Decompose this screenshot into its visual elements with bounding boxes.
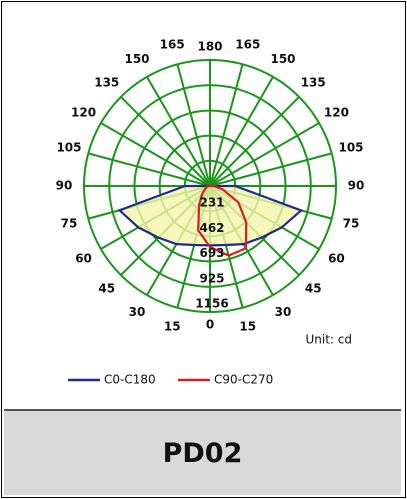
- r-tick-label: 231: [199, 196, 224, 210]
- grid-spoke: [120, 96, 211, 187]
- r-tick-label: 925: [199, 271, 224, 285]
- legend-label: C0-C180: [104, 373, 156, 387]
- angle-label: 75: [343, 216, 360, 230]
- angle-label: 120: [71, 106, 96, 120]
- grid-spoke: [209, 76, 274, 187]
- angle-label: 120: [324, 106, 349, 120]
- angle-label: 15: [164, 320, 181, 334]
- grid-spoke: [209, 122, 320, 187]
- angle-label: 150: [124, 52, 149, 66]
- r-tick-label: 462: [199, 221, 224, 235]
- grid-spoke: [176, 64, 211, 187]
- legend-label: C90-C270: [214, 373, 273, 387]
- angle-label: 90: [348, 179, 365, 193]
- unit-label: Unit: cd: [306, 333, 353, 347]
- grid-spoke: [209, 64, 244, 187]
- grid-spoke: [100, 122, 211, 187]
- angle-label: 45: [305, 282, 322, 296]
- series-curve: [117, 184, 304, 247]
- chart: 0 15 15 30 30 45 45 60 60 75 75 90 90 105 105 120 120 135…: [56, 37, 365, 387]
- angle-label: 60: [75, 252, 92, 266]
- grid-spoke: [146, 76, 211, 187]
- angle-label: 165: [235, 37, 260, 51]
- grid-spoke: [209, 152, 332, 187]
- angle-label: 30: [129, 305, 146, 319]
- angle-label: 60: [328, 252, 345, 266]
- r-tick-label: 693: [199, 246, 224, 260]
- footer-label: PD02: [4, 409, 401, 495]
- angle-label: 90: [56, 179, 73, 193]
- angle-label: 105: [338, 141, 363, 155]
- angle-label: 75: [61, 216, 78, 230]
- angle-label: 165: [160, 37, 185, 51]
- grid-spoke: [209, 96, 300, 187]
- r-tick-label: 1156: [195, 297, 228, 311]
- angle-label: 30: [275, 305, 292, 319]
- angle-label: 105: [56, 141, 81, 155]
- series-curve: [197, 184, 248, 257]
- angle-label: 45: [98, 282, 115, 296]
- angle-label: 150: [270, 52, 295, 66]
- angle-label: 135: [94, 75, 119, 89]
- angle-label: 180: [197, 40, 222, 54]
- angle-label: 0: [206, 318, 214, 332]
- angle-label: 15: [239, 320, 256, 334]
- grid-spoke: [88, 152, 211, 187]
- angle-label: 135: [301, 75, 326, 89]
